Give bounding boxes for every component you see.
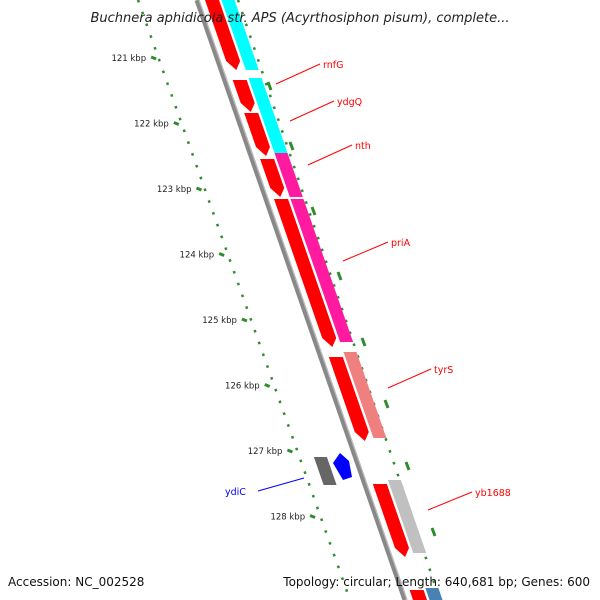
cog-steelblue-1[interactable] xyxy=(425,588,443,600)
cds-red-8[interactable] xyxy=(409,590,427,600)
accession-label: Accession: NC_002528 xyxy=(8,575,144,589)
outer-ruler-tick xyxy=(360,337,367,347)
ruler-tick-label: 122 kbp xyxy=(134,120,169,130)
gene-label-ydgq[interactable]: ydgQ xyxy=(337,97,362,108)
feature-layer xyxy=(205,0,443,600)
cds-red-4[interactable] xyxy=(260,159,285,197)
ruler-tick-label: 123 kbp xyxy=(157,185,192,195)
gene-label-yb1688[interactable]: yb1688 xyxy=(475,488,511,499)
ruler-tick-label: 124 kbp xyxy=(180,251,215,261)
cog-magenta-1[interactable] xyxy=(274,153,303,197)
cds-red-2[interactable] xyxy=(232,80,255,112)
backbone-highlight xyxy=(198,0,408,600)
ruler-tick-label: 121 kbp xyxy=(111,54,146,64)
cog-magenta-2[interactable] xyxy=(290,199,354,342)
gene-leader-line xyxy=(387,368,432,389)
cds-blue-ydiC[interactable] xyxy=(333,453,352,480)
gene-label-ydic[interactable]: ydiC xyxy=(225,487,246,498)
gene-labels: rnfG ydgQ nth priA tyrS yb1688 ydiC xyxy=(225,60,511,511)
cds-red-6[interactable] xyxy=(328,357,369,441)
cds-red-3[interactable] xyxy=(244,113,270,156)
ruler-tick xyxy=(150,55,157,61)
outer-ruler-tick xyxy=(288,141,295,151)
backbone-line xyxy=(194,0,408,600)
gene-leader-line xyxy=(427,491,473,511)
ruler-tick-label: 127 kbp xyxy=(248,447,283,457)
cds-red-1[interactable] xyxy=(205,0,241,70)
outer-ruler-tick xyxy=(430,527,437,537)
gene-leader-line xyxy=(257,477,305,492)
cog-cyan-2[interactable] xyxy=(248,78,288,153)
ruler-tick xyxy=(195,186,203,192)
genome-summary: Topology: circular; Length: 640,681 bp; … xyxy=(282,575,590,589)
gene-label-nth[interactable]: nth xyxy=(355,141,371,152)
map-title: Buchnera aphidicola str. APS (Acyrthosip… xyxy=(90,11,509,26)
gene-leader-line xyxy=(289,100,335,122)
ruler-tick xyxy=(286,448,293,454)
ruler-tick-label: 128 kbp xyxy=(270,513,305,523)
gene-leader-line xyxy=(307,144,353,166)
ruler-tick xyxy=(218,252,225,257)
gene-label-rnfg[interactable]: rnfG xyxy=(323,60,343,71)
gene-leader-line xyxy=(342,241,389,262)
cds-red-5[interactable] xyxy=(274,199,337,347)
cds-gray-1[interactable] xyxy=(313,457,337,485)
ruler-tick xyxy=(173,121,180,126)
gene-leader-line xyxy=(275,63,321,85)
outer-ruler-tick xyxy=(266,81,273,91)
ruler-tick xyxy=(264,383,271,388)
outer-ruler-tick xyxy=(336,271,343,281)
ruler-tick xyxy=(241,317,248,323)
cog-silver-1[interactable] xyxy=(387,480,427,553)
cog-cyan-1[interactable] xyxy=(221,0,259,70)
ruler-tick xyxy=(309,514,316,519)
gene-label-tyrs[interactable]: tyrS xyxy=(434,365,453,376)
ruler-ticks: 121 kbp 122 kbp 123 kbp 124 kbp 125 kbp 126 k… xyxy=(111,54,437,537)
outer-ruler-tick xyxy=(383,399,390,409)
outer-ruler-tick xyxy=(404,461,411,471)
ruler-tick-label: 125 kbp xyxy=(202,316,237,326)
cog-salmon-1[interactable] xyxy=(343,352,387,438)
cds-red-7[interactable] xyxy=(372,484,409,557)
gene-label-pria[interactable]: priA xyxy=(391,238,411,249)
ruler-tick-label: 126 kbp xyxy=(225,382,260,392)
outer-ruler-tick xyxy=(310,206,317,216)
